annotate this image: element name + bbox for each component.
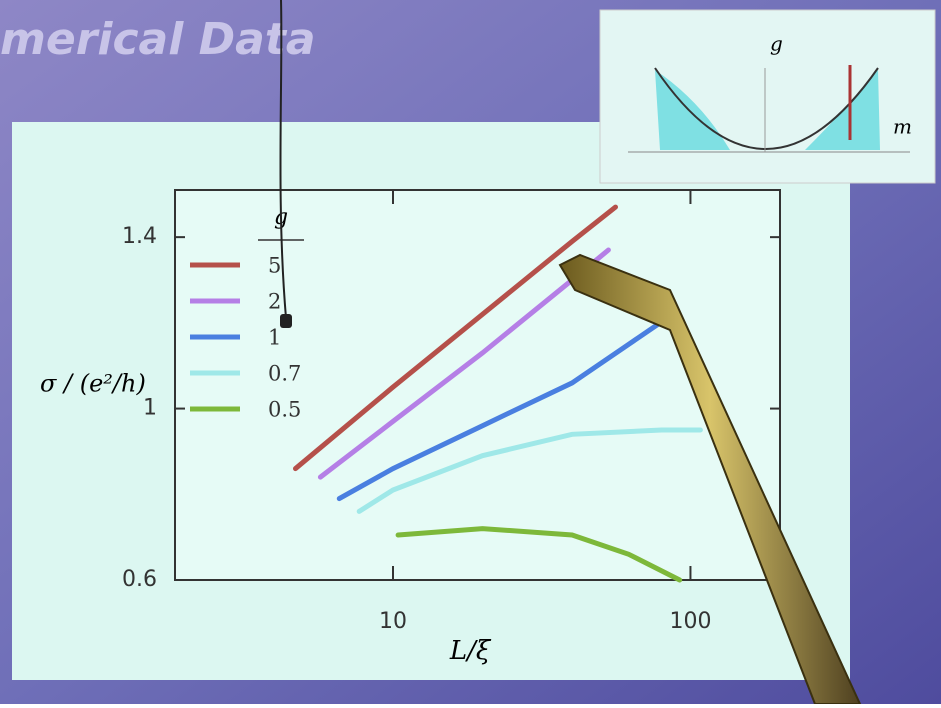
inset-panel <box>600 10 935 183</box>
plot-frame <box>175 190 780 580</box>
legend-label: 2 <box>268 290 281 314</box>
page: merical Data g m σ / (e²/h) L/ξ g 0.611.… <box>0 0 941 704</box>
legend-label: 0.7 <box>268 362 301 386</box>
x-tick-label: 10 <box>379 609 407 634</box>
legend-label: 0.5 <box>268 398 301 422</box>
x-tick-label: 100 <box>669 609 711 634</box>
y-tick-label: 1 <box>143 396 157 421</box>
slide: merical Data g m σ / (e²/h) L/ξ g 0.611.… <box>0 0 941 704</box>
cable-end <box>280 314 292 328</box>
inset-y-label: g <box>770 32 783 56</box>
y-tick-label: 0.6 <box>122 567 157 592</box>
x-axis-label: L/ξ <box>449 636 492 666</box>
inset-x-label: m <box>893 115 912 139</box>
legend-label: 1 <box>268 326 281 350</box>
legend-label: 5 <box>268 254 281 278</box>
slide-title: merical Data <box>0 14 316 65</box>
y-axis-label: σ / (e²/h) <box>40 370 146 398</box>
y-tick-label: 1.4 <box>122 224 157 249</box>
